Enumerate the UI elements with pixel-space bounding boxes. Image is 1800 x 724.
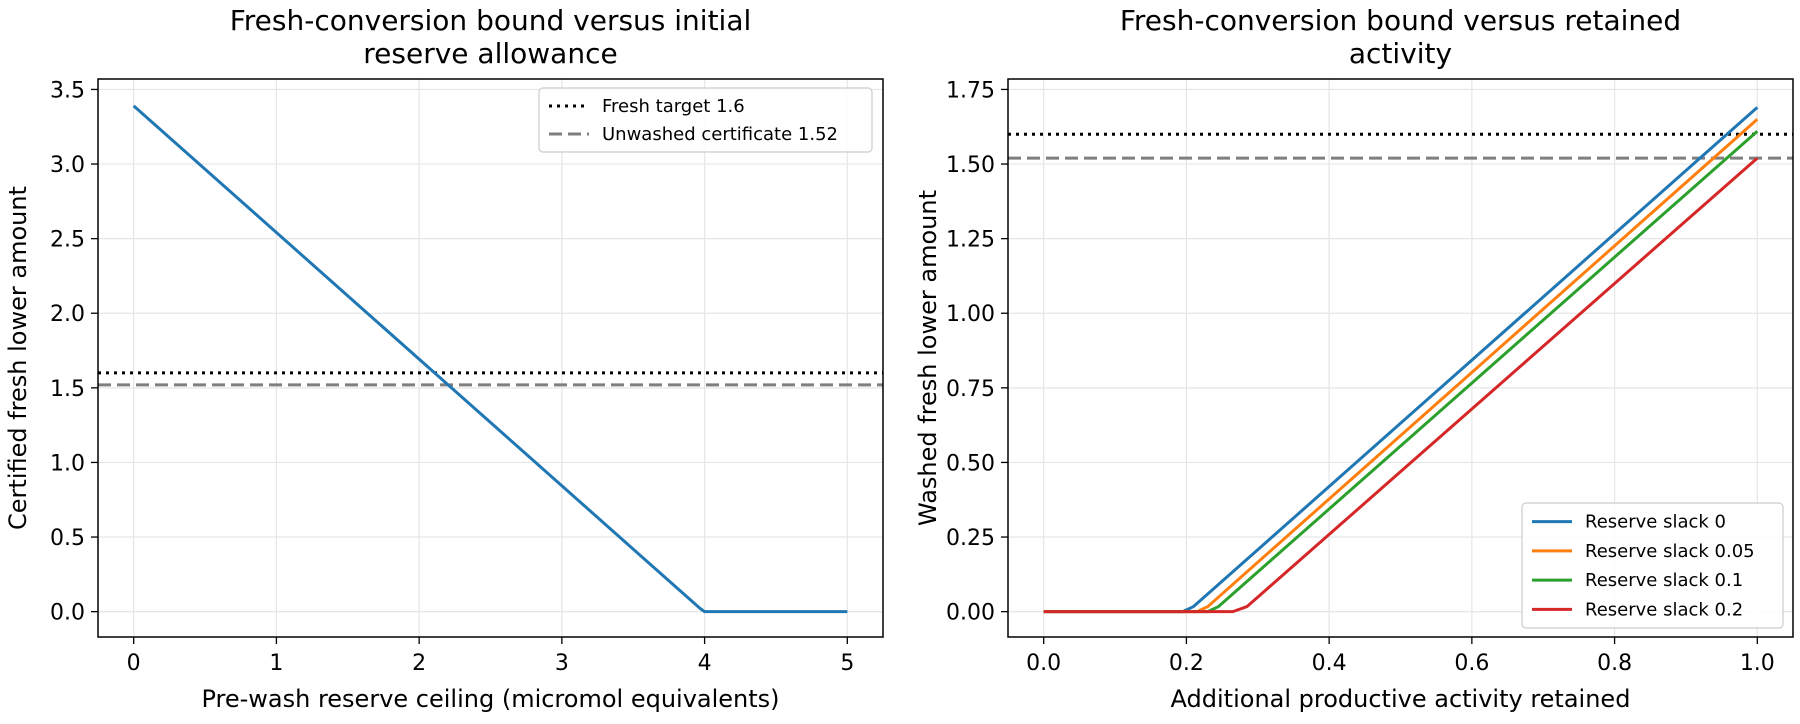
legend-label: Reserve slack 0.2 (1585, 599, 1743, 620)
y-tick-label: 1.25 (946, 228, 995, 253)
y-tick-label: 0.5 (50, 526, 85, 551)
y-axis-label: Certified fresh lower amount (4, 186, 32, 530)
x-tick-label: 4 (698, 651, 712, 676)
chart-title-line: Fresh-conversion bound versus retained (1120, 4, 1681, 37)
x-tick-label: 0.6 (1454, 651, 1489, 676)
legend-frame (538, 87, 873, 153)
legend: Fresh target 1.6 Unwashed certificate 1.5… (538, 87, 873, 153)
legend-frame (1521, 502, 1784, 629)
legend: Reserve slack 0 Reserve slack 0.05 Reserve… (1521, 502, 1784, 629)
axes-frame (97, 78, 884, 638)
y-tick-label: 1.0 (50, 451, 85, 476)
legend-label: Reserve slack 0.05 (1585, 541, 1755, 562)
y-tick-label: 0.75 (946, 377, 995, 402)
y-tick-label: 2.0 (50, 302, 85, 327)
x-tick-label: 0.8 (1597, 651, 1632, 676)
chart-panel-2: 0.0 0.2 0.4 0.6 0.8 1.0 0.00 0.25 0.50 0.75 1.00 1.… (914, 4, 1794, 713)
axes-frame (1007, 78, 1794, 638)
x-axis-label: Additional productive activity retained (1171, 685, 1631, 713)
x-tick-label: 0.2 (1169, 651, 1204, 676)
y-tick-label: 3.5 (50, 78, 85, 103)
chart-title-line: activity (1349, 37, 1452, 70)
series-line (1043, 156, 1759, 614)
y-axis-label: Washed fresh lower amount (914, 190, 942, 526)
y-tick-label: 1.5 (50, 377, 85, 402)
y-tick-label: 1.50 (946, 153, 995, 178)
y-tick-label: 0.0 (50, 601, 85, 626)
legend-label: Reserve slack 0 (1585, 512, 1726, 533)
legend-label: Fresh target 1.6 (602, 96, 745, 117)
legend-label: Unwashed certificate 1.52 (602, 124, 838, 145)
x-tick-label: 0.4 (1312, 651, 1347, 676)
x-tick-label: 5 (840, 651, 854, 676)
x-tick-label: 3 (555, 651, 569, 676)
y-tick-label: 1.00 (946, 302, 995, 327)
y-tick-label: 0.50 (946, 451, 995, 476)
x-axis-label: Pre-wash reserve ceiling (micromol equiv… (201, 685, 779, 713)
x-tick-label: 1.0 (1740, 651, 1775, 676)
y-tick-label: 1.75 (946, 78, 995, 103)
x-tick-label: 2 (412, 651, 426, 676)
y-tick-label: 0.00 (946, 601, 995, 626)
chart-title-line: Fresh-conversion bound versus initial (230, 4, 752, 37)
y-tick-label: 0.25 (946, 526, 995, 551)
series-line (132, 104, 848, 614)
x-tick-label: 1 (269, 651, 283, 676)
y-tick-label: 3.0 (50, 153, 85, 178)
x-tick-label: 0.0 (1026, 651, 1061, 676)
x-tick-label: 0 (127, 651, 141, 676)
chart-panel-1: 0 1 2 3 4 5 0.0 0.5 1.0 1.5 2.0 2.5 3.0 3.5 Pre-wash r… (4, 4, 884, 713)
legend-label: Reserve slack 0.1 (1585, 570, 1743, 591)
chart-title-line: reserve allowance (363, 37, 617, 70)
y-tick-label: 2.5 (50, 228, 85, 253)
